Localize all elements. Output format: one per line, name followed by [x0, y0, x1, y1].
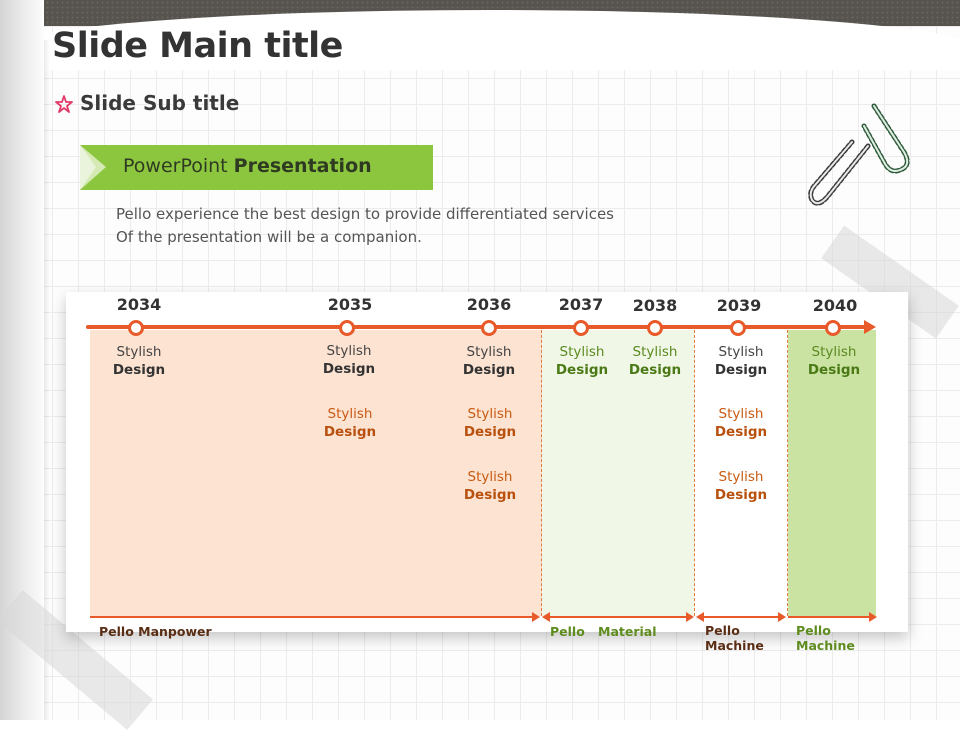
item-line2: Design	[714, 424, 768, 440]
timeline-marker	[339, 320, 355, 336]
divider-dashed	[541, 330, 542, 616]
bracket-arrow	[532, 612, 540, 622]
timeline-item: Stylish Design	[556, 343, 608, 379]
timeline-marker	[825, 320, 841, 336]
item-line1: Stylish	[466, 344, 512, 360]
group-label-manpower: Pello Manpower	[99, 624, 212, 639]
timeline-marker	[481, 320, 497, 336]
timeline-item: Stylish Design	[629, 343, 681, 379]
item-line1: Stylish	[116, 344, 162, 360]
item-line2: Design	[555, 362, 609, 378]
slide-sub-title: Slide Sub title	[80, 91, 240, 115]
year-label: 2037	[558, 295, 604, 314]
item-line1: Stylish	[467, 406, 513, 422]
group-label-line: Pello	[705, 623, 740, 638]
item-line2: Design	[714, 487, 768, 503]
bracket-arrow	[778, 612, 786, 622]
banner-text: PowerPoint Presentation	[123, 155, 372, 177]
timeline-arrow-head	[864, 320, 876, 334]
timeline-item: Stylish Design	[464, 405, 516, 441]
item-line2: Design	[807, 362, 861, 378]
banner-arrow-highlight	[80, 145, 96, 190]
page-shadow	[44, 40, 50, 720]
group-label-line: Pello	[796, 623, 831, 638]
timeline-marker	[573, 320, 589, 336]
star-icon	[55, 95, 73, 113]
item-line2: Design	[463, 424, 517, 440]
item-line1: Stylish	[632, 344, 678, 360]
description-line: Pello experience the best design to prov…	[116, 205, 614, 223]
timeline-item: Stylish Design	[113, 343, 165, 379]
material-period-shade	[542, 330, 694, 616]
group-label-material-b: Material	[598, 624, 657, 639]
period-bracket	[549, 616, 687, 618]
group-label-material-a: Pello	[550, 624, 585, 639]
item-line1: Stylish	[559, 344, 605, 360]
bracket-arrow	[542, 612, 550, 622]
timeline-item: Stylish Design	[464, 468, 516, 504]
slide-main-title: Slide Main title	[52, 26, 343, 66]
timeline-item: Stylish Design	[323, 342, 375, 378]
period-bracket	[703, 616, 779, 618]
timeline-marker	[730, 320, 746, 336]
item-line2: Design	[322, 361, 376, 377]
timeline-item: Stylish Design	[715, 405, 767, 441]
year-label: 2039	[716, 296, 762, 315]
bracket-arrow	[869, 612, 877, 622]
machine-period-shade	[788, 330, 876, 616]
item-line1: Stylish	[467, 469, 513, 485]
presentation-banner	[80, 145, 433, 190]
period-bracket	[90, 616, 534, 618]
timeline-item: Stylish Design	[808, 343, 860, 379]
banner-text-normal: PowerPoint	[123, 155, 234, 177]
divider-dashed	[694, 330, 695, 616]
manpower-period-shade	[90, 330, 542, 616]
timeline-marker	[647, 320, 663, 336]
timeline-item: Stylish Design	[715, 343, 767, 379]
group-label-machine-2: Pello Machine	[796, 623, 855, 653]
timeline-marker	[128, 320, 144, 336]
item-line1: Stylish	[811, 344, 857, 360]
divider-dashed	[787, 330, 788, 616]
group-label-line: Machine	[705, 638, 764, 653]
item-line1: Stylish	[718, 469, 764, 485]
item-line2: Design	[462, 362, 516, 378]
bracket-arrow	[696, 612, 704, 622]
year-label: 2040	[812, 296, 858, 315]
item-line2: Design	[323, 424, 377, 440]
item-line1: Stylish	[718, 406, 764, 422]
item-line1: Stylish	[327, 406, 373, 422]
timeline-item: Stylish Design	[324, 405, 376, 441]
group-label-machine: Pello Machine	[705, 623, 764, 653]
bracket-arrow	[686, 612, 694, 622]
item-line2: Design	[628, 362, 682, 378]
description-text: Pello experience the best design to prov…	[116, 203, 614, 249]
year-label: 2035	[327, 295, 373, 314]
timeline-item: Stylish Design	[463, 343, 515, 379]
paper-top-edge	[0, 10, 960, 70]
group-label-line: Machine	[796, 638, 855, 653]
item-line2: Design	[463, 487, 517, 503]
paperclip-icon	[808, 103, 910, 206]
item-line1: Stylish	[326, 343, 372, 359]
year-label: 2036	[466, 295, 512, 314]
timeline-axis	[86, 325, 866, 329]
item-line2: Design	[112, 362, 166, 378]
period-bracket	[788, 616, 870, 618]
timeline-item: Stylish Design	[715, 468, 767, 504]
item-line2: Design	[714, 362, 768, 378]
description-line: Of the presentation will be a companion.	[116, 228, 422, 246]
year-label: 2038	[632, 296, 678, 315]
item-line1: Stylish	[718, 344, 764, 360]
banner-text-bold: Presentation	[233, 155, 372, 177]
year-label: 2034	[116, 295, 162, 314]
